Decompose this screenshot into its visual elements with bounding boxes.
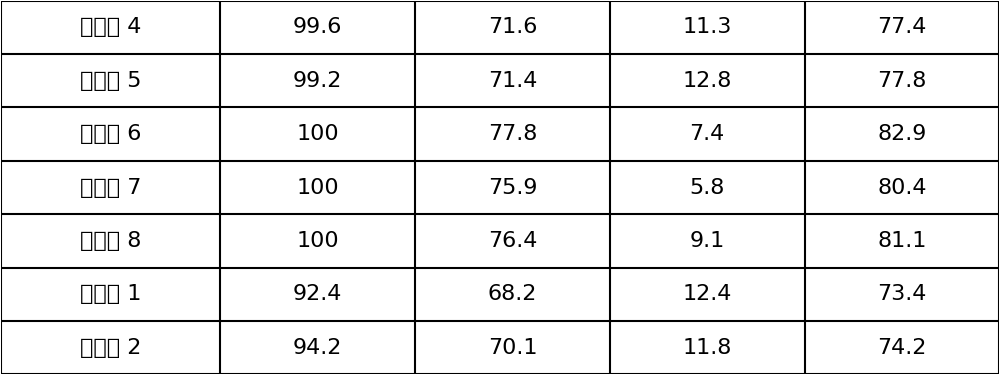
- Text: 11.3: 11.3: [683, 17, 732, 38]
- Text: 实施例 4: 实施例 4: [80, 17, 141, 38]
- Text: 7.4: 7.4: [690, 124, 725, 144]
- Text: 100: 100: [296, 231, 339, 251]
- Text: 73.4: 73.4: [877, 284, 927, 304]
- Text: 99.6: 99.6: [293, 17, 342, 38]
- Text: 12.4: 12.4: [683, 284, 732, 304]
- Text: 92.4: 92.4: [293, 284, 342, 304]
- Text: 99.2: 99.2: [293, 71, 342, 91]
- Text: 71.6: 71.6: [488, 17, 537, 38]
- Text: 77.8: 77.8: [877, 71, 927, 91]
- Text: 11.8: 11.8: [683, 338, 732, 358]
- Text: 比较例 2: 比较例 2: [80, 338, 141, 358]
- Text: 74.2: 74.2: [877, 338, 927, 358]
- Text: 75.9: 75.9: [488, 177, 537, 198]
- Text: 100: 100: [296, 124, 339, 144]
- Text: 12.8: 12.8: [683, 71, 732, 91]
- Text: 70.1: 70.1: [488, 338, 537, 358]
- Text: 实施例 5: 实施例 5: [80, 71, 141, 91]
- Text: 9.1: 9.1: [690, 231, 725, 251]
- Text: 68.2: 68.2: [488, 284, 537, 304]
- Text: 100: 100: [296, 177, 339, 198]
- Text: 实施例 8: 实施例 8: [80, 231, 141, 251]
- Text: 实施例 6: 实施例 6: [80, 124, 141, 144]
- Text: 5.8: 5.8: [690, 177, 725, 198]
- Text: 81.1: 81.1: [877, 231, 927, 251]
- Text: 比较例 1: 比较例 1: [80, 284, 141, 304]
- Text: 94.2: 94.2: [293, 338, 342, 358]
- Text: 77.4: 77.4: [877, 17, 927, 38]
- Text: 82.9: 82.9: [877, 124, 927, 144]
- Text: 76.4: 76.4: [488, 231, 537, 251]
- Text: 80.4: 80.4: [877, 177, 927, 198]
- Text: 实施例 7: 实施例 7: [80, 177, 141, 198]
- Text: 71.4: 71.4: [488, 71, 537, 91]
- Text: 77.8: 77.8: [488, 124, 537, 144]
